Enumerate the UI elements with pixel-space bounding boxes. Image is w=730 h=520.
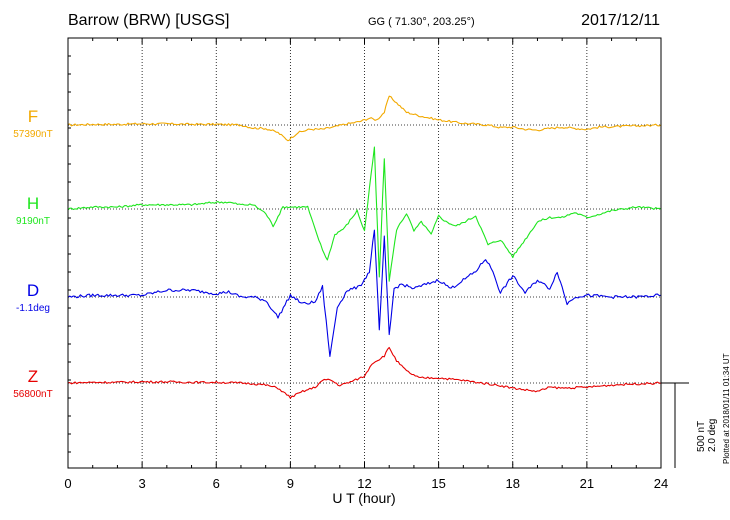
series-line-h <box>67 146 662 282</box>
x-tick-label: 0 <box>64 476 71 491</box>
series-line-z <box>67 346 662 399</box>
x-tick-label: 15 <box>431 476 445 491</box>
component-z-label: Z 56800nT <box>0 367 66 400</box>
x-tick-label: 18 <box>506 476 520 491</box>
series-name-d: D <box>26 281 40 300</box>
plot-grid <box>68 38 661 468</box>
x-tick-label: 3 <box>139 476 146 491</box>
plotted-timestamp: Plotted at 2018/01/11 01:34 UT <box>722 353 730 464</box>
series-name-f: F <box>27 107 39 126</box>
x-axis-ticks: 0 3 6 9 12 15 18 21 24 <box>64 38 668 491</box>
series-layer <box>67 95 662 399</box>
date-label: 2017/12/11 <box>581 12 660 29</box>
series-line-f <box>67 95 662 142</box>
x-tick-label: 24 <box>654 476 668 491</box>
component-f-label: F 57390nT <box>0 107 66 140</box>
scale-bar <box>661 382 689 468</box>
scale-line-nt: 500 nT <box>696 420 707 452</box>
series-name-z: Z <box>27 367 39 386</box>
component-h-label: H 9190nT <box>0 194 66 227</box>
baseline-value-d: -1.1deg <box>16 303 50 314</box>
scale-label: 500 nT 2.0 deg <box>696 419 718 452</box>
x-tick-label: 9 <box>287 476 294 491</box>
station-title: Barrow (BRW) [USGS] <box>68 12 230 29</box>
plot-frame <box>67 37 662 469</box>
component-d-label: D -1.1deg <box>0 281 66 314</box>
x-tick-label: 21 <box>580 476 594 491</box>
x-tick-label: 12 <box>357 476 371 491</box>
x-tick-label: 6 <box>213 476 220 491</box>
baseline-value-h: 9190nT <box>16 216 50 227</box>
series-line-d <box>67 229 662 357</box>
baseline-value-z: 56800nT <box>13 389 53 400</box>
scale-line-deg: 2.0 deg <box>707 418 718 452</box>
coordinates-label: GG ( 71.30°, 203.25°) <box>368 16 475 28</box>
baseline-value-f: 57390nT <box>13 129 53 140</box>
series-name-h: H <box>26 194 40 213</box>
x-axis-label: U T (hour) <box>332 490 395 506</box>
